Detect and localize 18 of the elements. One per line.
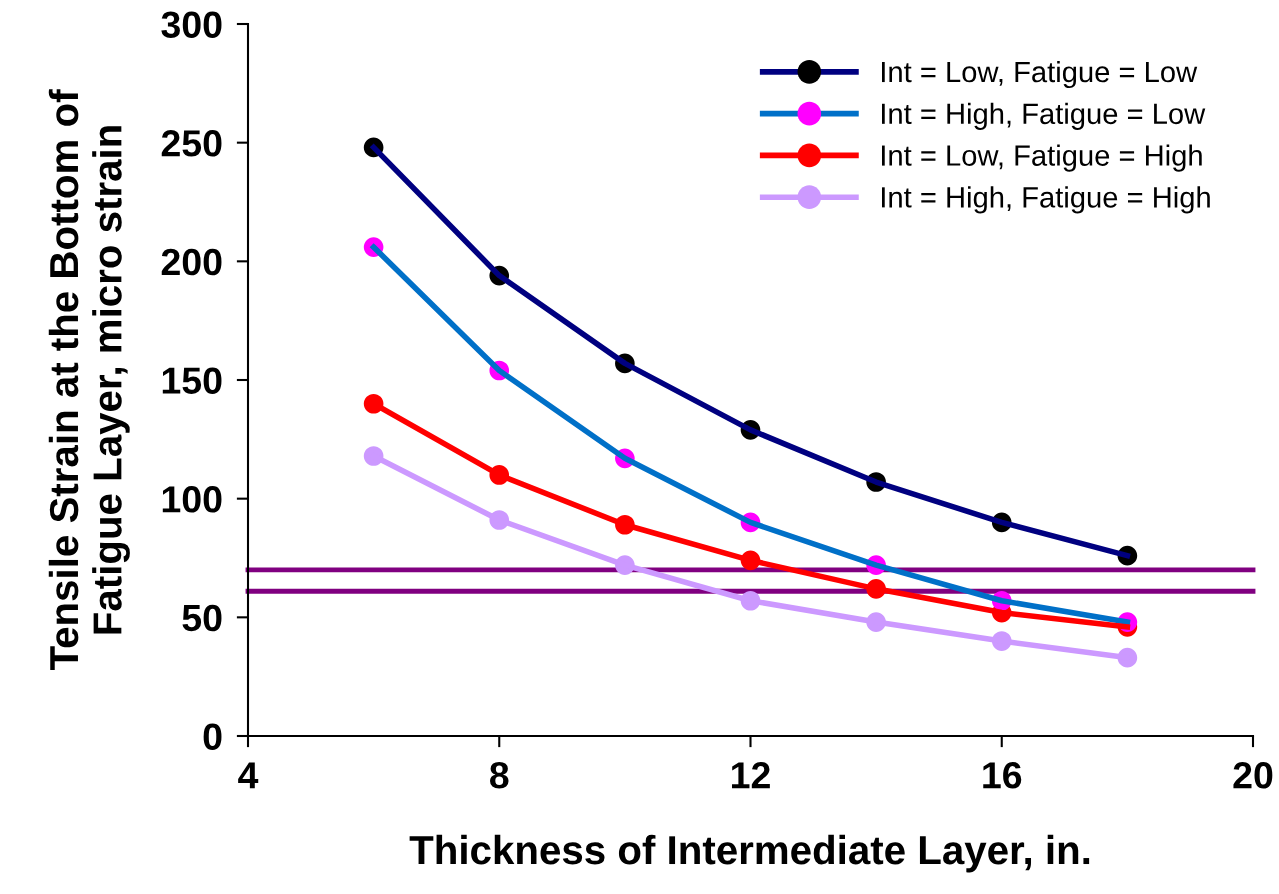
legend-label: Int = Low, Fatigue = High — [882, 144, 1202, 172]
x-tick-label: 20 — [1233, 761, 1273, 789]
x-tick-label: 16 — [983, 761, 1022, 789]
y-tick-label: 0 — [203, 723, 222, 750]
legend-label: Int = High, Fatigue = Low — [882, 102, 1206, 130]
legend-label: Int = High, Fatigue = High — [882, 186, 1210, 214]
y-tick-label: 250 — [161, 130, 222, 157]
x-tick-label: 8 — [490, 761, 509, 789]
y-tick-label: 150 — [162, 367, 222, 394]
y-tick-label: 200 — [161, 248, 222, 276]
x-tick-label: 4 — [238, 762, 259, 789]
y-axis-title: Tensile Strain at the Bottom of Fatigue Layer, micro strain — [48, 89, 130, 671]
x-tick-label: 12 — [732, 761, 770, 789]
x-axis-title: Thickness of Intermediate Layer, in. — [409, 834, 1090, 873]
legend-label: Int = Low, Fatigue = Low — [882, 60, 1198, 89]
y-tick-label: 100 — [162, 486, 222, 513]
y-tick-label: 300 — [161, 11, 222, 39]
y-tick-label: 50 — [182, 604, 222, 632]
